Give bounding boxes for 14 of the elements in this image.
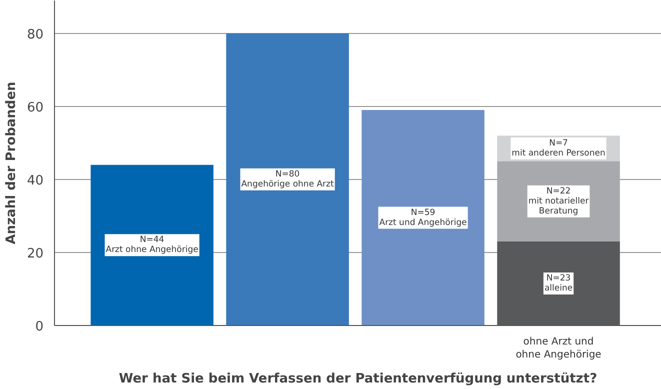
data-label: N=44 Arzt ohne Angehörige (106, 235, 198, 256)
data-label: N=59 Arzt und Angehörige (379, 208, 467, 228)
data-label: N=22 mit notarieller Beratung (528, 186, 590, 216)
y-tick-label: 20 (26, 246, 44, 262)
data-label: N=80 Angehörige ohne Arzt (241, 169, 335, 190)
data-label: N=7 mit anderen Personen (512, 138, 606, 158)
y-axis-title: Anzahl der Probanden (4, 82, 19, 244)
x-axis-title: Wer hat Sie beim Verfassen der Patientenverfügung unterstützt? (118, 372, 598, 387)
y-tick-label: 60 (26, 100, 44, 116)
data-label: N=23 alleine (544, 274, 573, 294)
y-tick-label: 40 (26, 173, 44, 188)
y-tick-label: 80 (26, 27, 44, 42)
x-tick-label: ohne Arzt und ohne Angehörige (516, 336, 602, 361)
y-tick-label: 0 (35, 320, 44, 334)
